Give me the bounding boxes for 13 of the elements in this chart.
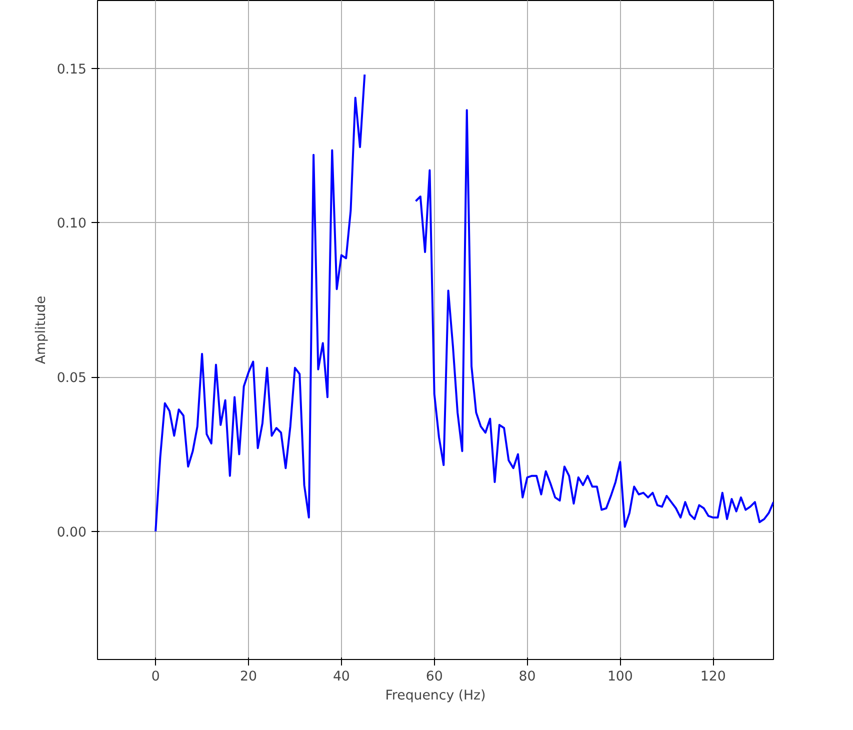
y-tick-label: 0.10 xyxy=(56,216,87,232)
y-tick-label: 0.00 xyxy=(56,525,87,540)
x-axis-title: Frequency (Hz) xyxy=(385,688,486,704)
x-tick-label: 40 xyxy=(332,670,350,684)
x-tick-label: 0 xyxy=(151,670,160,684)
y-tick-label: 0.15 xyxy=(56,62,87,78)
y-axis-title: Amplitude xyxy=(34,296,49,364)
x-tick-label: 60 xyxy=(426,670,443,684)
y-tick-label: 0.05 xyxy=(56,371,87,386)
x-tick-label: 80 xyxy=(518,670,536,684)
x-tick-label: 20 xyxy=(240,670,257,684)
x-tick-label: 100 xyxy=(607,670,633,684)
x-tick-label: 120 xyxy=(700,670,726,684)
